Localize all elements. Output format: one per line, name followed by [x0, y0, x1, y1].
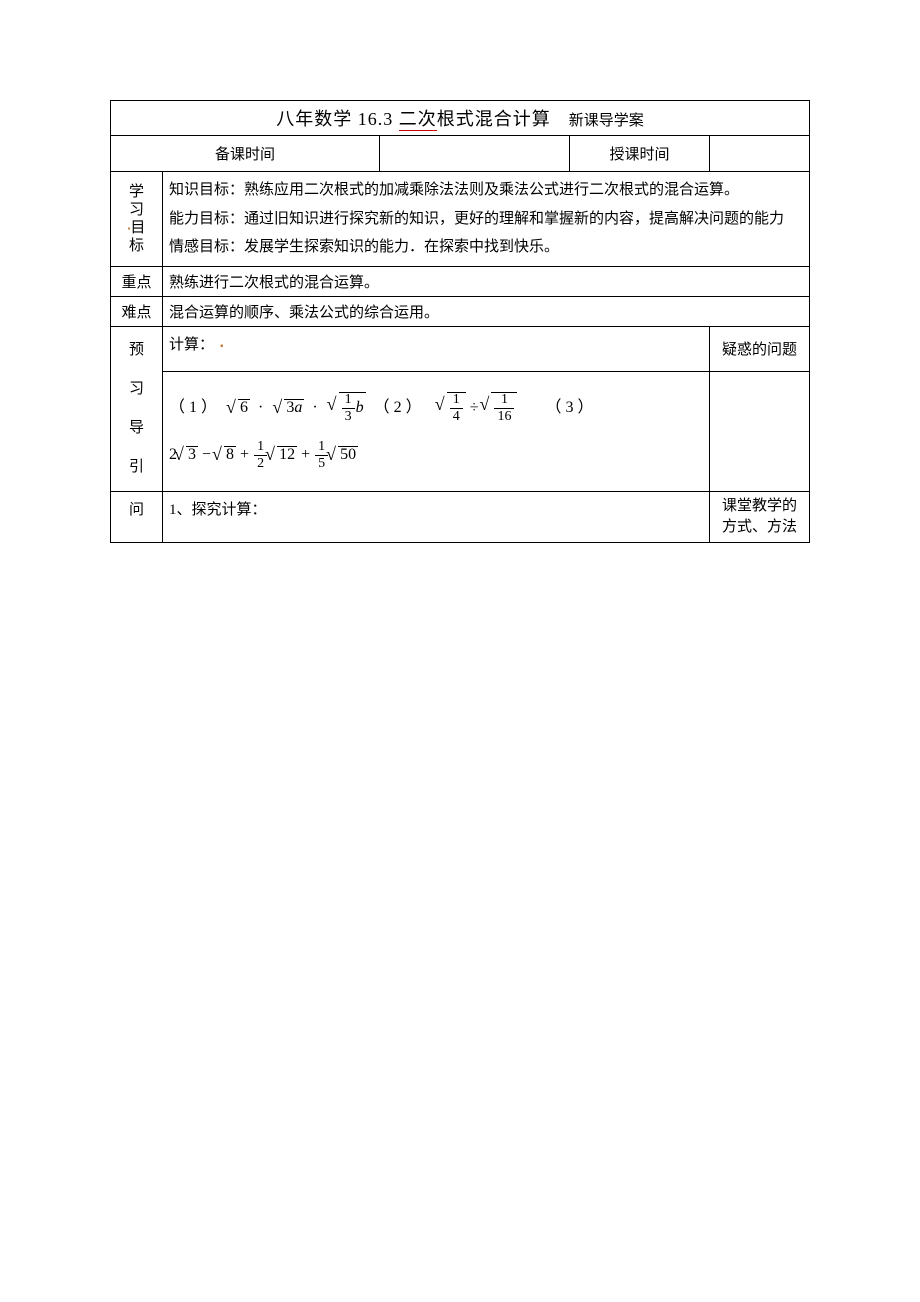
obj-emotion: 情感目标：发展学生探索知识的能力．在探索中找到快乐。: [169, 233, 803, 262]
key-row: 重点 熟练进行二次根式的混合运算。: [111, 266, 810, 296]
sqrt-8: 8: [215, 442, 236, 468]
prep-time-label: 备课时间: [111, 136, 380, 172]
prob2-label: （ 2 ）: [374, 399, 422, 416]
method-line1: 课堂教学的: [722, 498, 797, 514]
sqrt-3a: 3a: [275, 395, 304, 421]
obj-dot: ▪目: [117, 219, 156, 237]
sqrt-1over3-b: 13b: [330, 392, 366, 424]
preview-body-row: （ 1 ） 6 · 3a · 13b （ 2 ） 14 ÷ 116 （ 3 ） …: [111, 372, 810, 491]
title-cell: 八年数学 16.3 二次根式混合计算 新课导学案: [111, 101, 810, 136]
title-underlined: 二次: [399, 109, 437, 131]
diff-content: 混合运算的顺序、乘法公式的综合运用。: [163, 296, 810, 326]
sqrt-6: 6: [229, 395, 250, 421]
prep-time-value: [380, 136, 570, 172]
subtitle: 新课导学案: [569, 113, 644, 129]
time-row: 备课时间 授课时间: [111, 136, 810, 172]
question-content: 1、探究计算：: [163, 491, 710, 542]
problems-line-2: 23 − 8 + 1212 + 1550: [169, 440, 703, 471]
key-content: 熟练进行二次根式的混合运算。: [163, 266, 810, 296]
teach-time-value: [710, 136, 810, 172]
key-label: 重点: [111, 266, 163, 296]
question-side: 问: [111, 491, 163, 542]
sqrt-12: 12: [268, 442, 297, 468]
question-row: 问 1、探究计算： 课堂教学的 方式、方法: [111, 491, 810, 542]
teach-time-label: 授课时间: [570, 136, 710, 172]
method-content: 课堂教学的 方式、方法: [710, 491, 810, 542]
prob3-label: （ 3 ）: [545, 399, 593, 416]
prob1-label: （ 1 ）: [169, 399, 217, 416]
method-line2: 方式、方法: [722, 519, 797, 535]
preview-char-1: 预: [117, 331, 156, 370]
sqrt-1over4: 14: [438, 392, 466, 424]
diff-row: 难点 混合运算的顺序、乘法公式的综合运用。: [111, 296, 810, 326]
preview-char-4: 引: [117, 448, 156, 487]
title-suffix: 根式混合计算: [437, 109, 551, 129]
preview-header-row: 预 习 导 引 计算：▪ 疑惑的问题: [111, 326, 810, 372]
diff-label: 难点: [111, 296, 163, 326]
preview-problems: （ 1 ） 6 · 3a · 13b （ 2 ） 14 ÷ 116 （ 3 ） …: [163, 372, 710, 491]
doubt-content: [710, 372, 810, 491]
preview-char-2: 习: [117, 370, 156, 409]
title-prefix: 八年数学 16.3: [276, 109, 399, 129]
obj-char-4: 标: [117, 237, 156, 255]
doubt-label: 疑惑的问题: [710, 326, 810, 372]
preview-side: 预 习 导 引: [111, 326, 163, 491]
gold-dot-icon: ▪: [220, 341, 224, 352]
objectives-content: 知识目标：熟练应用二次根式的加减乘除法法则及乘法公式进行二次根式的混合运算。 能…: [163, 172, 810, 267]
problems-line-1: （ 1 ） 6 · 3a · 13b （ 2 ） 14 ÷ 116 （ 3 ）: [169, 392, 703, 424]
obj-knowledge: 知识目标：熟练应用二次根式的加减乘除法法则及乘法公式进行二次根式的混合运算。: [169, 176, 803, 205]
sqrt-50: 50: [329, 442, 358, 468]
obj-ability: 能力目标：通过旧知识进行探究新的知识，更好的理解和掌握新的内容，提高解决问题的能…: [169, 205, 803, 234]
sqrt-1over16: 116: [482, 392, 517, 424]
preview-char-3: 导: [117, 409, 156, 448]
obj-char-1: 学: [117, 183, 156, 201]
preview-calc-label: 计算：▪: [163, 326, 710, 372]
lesson-plan-table: 八年数学 16.3 二次根式混合计算 新课导学案 备课时间 授课时间 学 习 ▪目…: [110, 100, 810, 543]
sqrt-3: 3: [177, 442, 198, 468]
obj-char-2: 习: [117, 201, 156, 219]
title-row: 八年数学 16.3 二次根式混合计算 新课导学案: [111, 101, 810, 136]
objectives-row: 学 习 ▪目 标 知识目标：熟练应用二次根式的加减乘除法法则及乘法公式进行二次根…: [111, 172, 810, 267]
objectives-side: 学 习 ▪目 标: [111, 172, 163, 267]
